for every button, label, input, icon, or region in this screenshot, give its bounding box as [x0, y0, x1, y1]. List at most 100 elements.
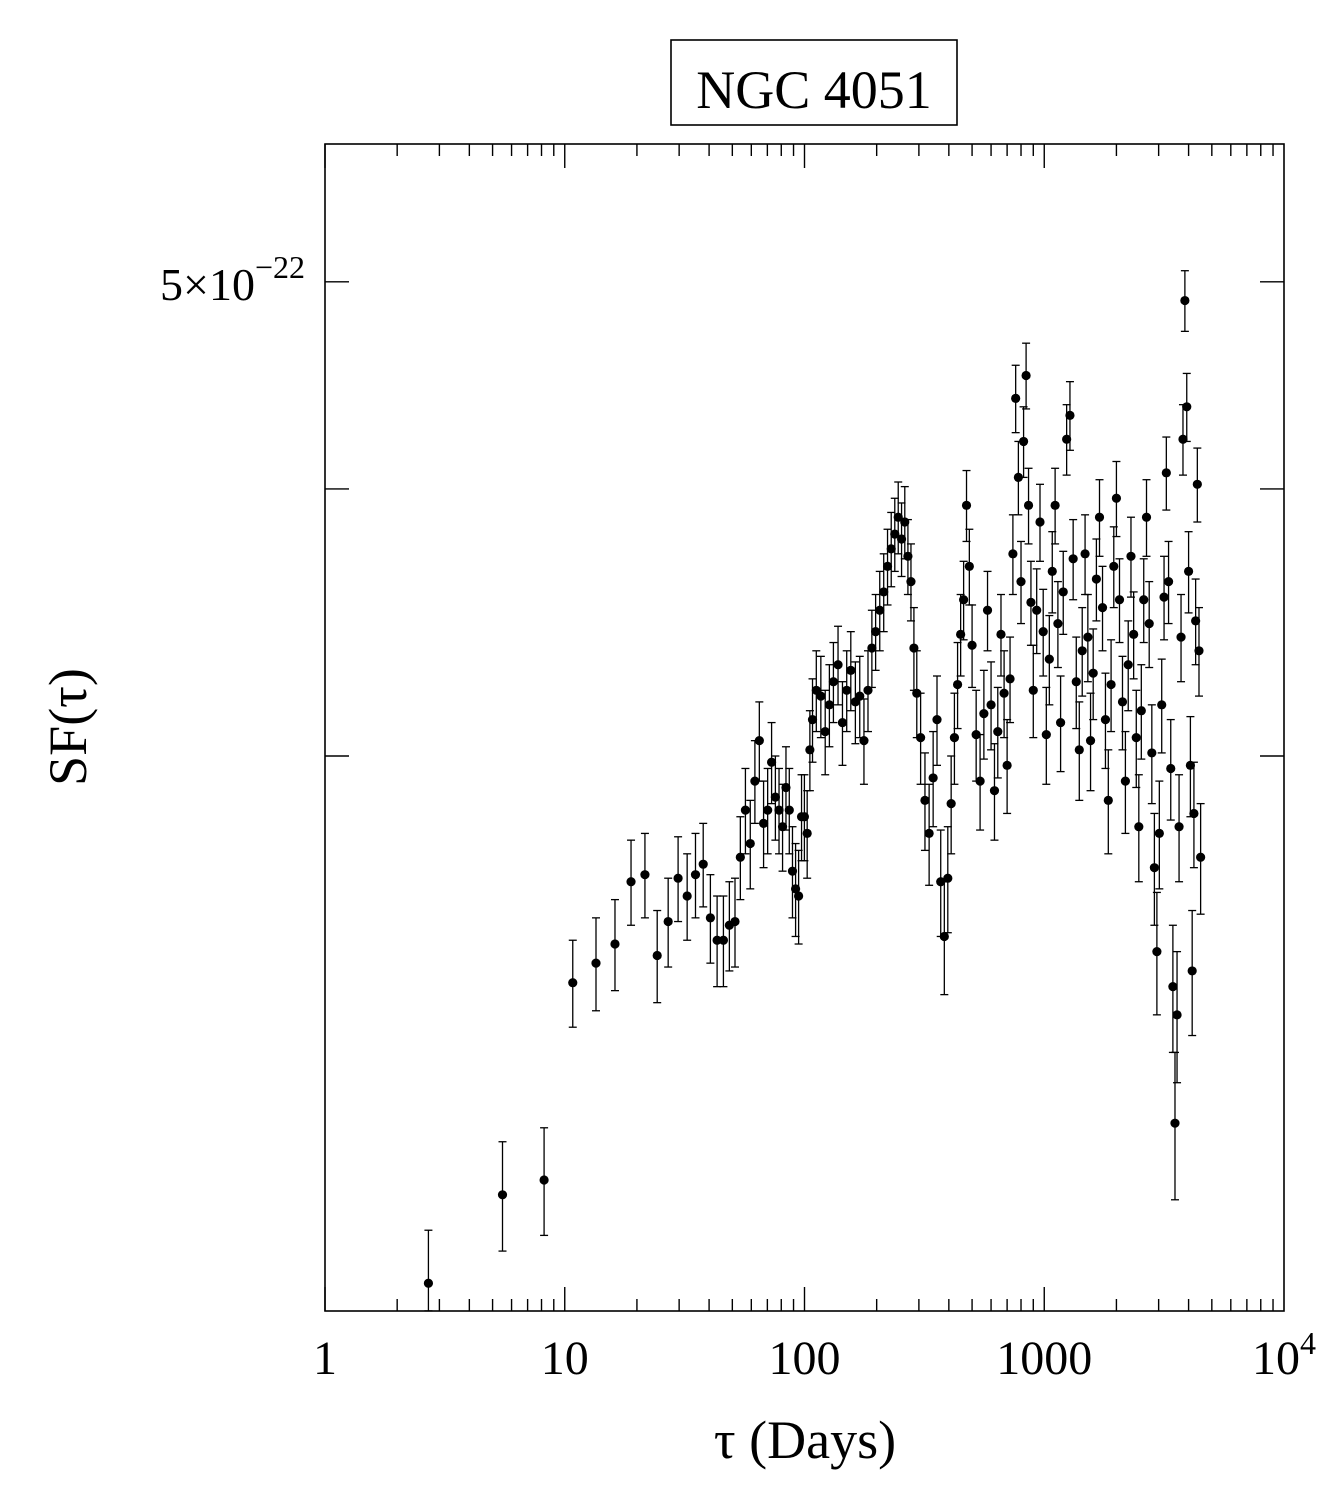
data-point — [790, 842, 801, 938]
point-marker — [787, 866, 798, 876]
data-point — [766, 721, 777, 805]
point-marker — [1018, 436, 1029, 447]
data-point — [698, 822, 708, 908]
point-marker — [1129, 629, 1139, 639]
point-marker — [952, 679, 963, 690]
data-points — [423, 270, 1206, 1312]
data-point — [1016, 540, 1026, 625]
data-point — [1189, 761, 1199, 869]
data-point — [833, 625, 843, 706]
point-marker — [1139, 595, 1149, 605]
data-point — [1183, 531, 1194, 614]
point-marker — [1109, 561, 1119, 571]
point-marker — [1174, 822, 1184, 832]
point-marker — [1077, 646, 1087, 656]
data-point — [1192, 447, 1202, 523]
point-marker — [824, 700, 834, 710]
data-point — [842, 650, 852, 733]
data-point — [824, 664, 834, 748]
point-marker — [959, 595, 969, 605]
data-point — [1159, 555, 1169, 641]
data-point — [1149, 812, 1159, 926]
data-point — [1091, 538, 1101, 622]
point-marker — [875, 605, 885, 615]
data-point — [735, 816, 745, 901]
point-marker — [794, 891, 804, 901]
point-marker — [1147, 748, 1157, 758]
data-point — [673, 836, 683, 923]
point-marker — [871, 627, 881, 637]
point-marker — [1123, 660, 1133, 670]
data-point — [1174, 774, 1184, 883]
x-axis-label: τ (Days) — [714, 1410, 896, 1470]
data-point — [943, 826, 953, 934]
data-point — [1126, 516, 1136, 598]
point-marker — [1083, 632, 1093, 642]
data-point — [781, 746, 791, 831]
point-marker — [807, 714, 818, 725]
data-point — [1157, 658, 1167, 754]
point-marker — [423, 1278, 434, 1288]
point-marker — [690, 870, 701, 880]
data-point — [626, 839, 636, 926]
point-marker — [1055, 717, 1066, 728]
data-point — [1094, 479, 1105, 557]
data-point — [982, 570, 993, 652]
point-marker — [986, 700, 996, 710]
data-point — [1038, 588, 1048, 677]
point-marker — [770, 792, 780, 802]
point-marker — [802, 828, 812, 839]
point-marker — [1106, 679, 1116, 690]
point-marker — [1161, 468, 1171, 478]
data-point — [1106, 639, 1116, 733]
point-marker — [975, 776, 985, 786]
data-point — [946, 755, 956, 855]
point-marker — [1094, 512, 1105, 522]
point-marker — [1058, 587, 1068, 597]
data-point — [758, 780, 769, 869]
point-marker — [1053, 618, 1063, 629]
point-marker — [790, 884, 801, 894]
data-point — [1147, 704, 1157, 805]
point-marker — [740, 805, 751, 815]
tick-labels: 1 10 100 1000 104 5×10−22 — [160, 249, 1316, 1385]
point-marker — [1038, 627, 1048, 637]
data-point — [1065, 381, 1075, 451]
point-marker — [1011, 393, 1021, 403]
point-marker — [497, 1190, 508, 1200]
data-point — [1103, 749, 1113, 855]
data-point — [1023, 467, 1034, 545]
x-tick-label: 10 — [541, 1332, 589, 1385]
axis-ticks — [324, 144, 1284, 1311]
point-marker — [1088, 668, 1098, 678]
point-marker — [698, 859, 708, 869]
data-point — [1161, 436, 1171, 511]
point-marker — [1154, 828, 1164, 839]
data-point — [787, 826, 798, 919]
point-marker — [705, 913, 715, 923]
point-marker — [745, 838, 755, 849]
data-point — [1182, 372, 1192, 443]
point-marker — [1008, 549, 1018, 559]
point-marker — [996, 629, 1006, 639]
point-marker — [1021, 370, 1031, 381]
point-marker — [993, 726, 1003, 737]
data-point — [497, 1141, 508, 1252]
data-point — [1085, 692, 1096, 792]
data-point — [916, 692, 926, 785]
point-marker — [1182, 402, 1192, 412]
data-point — [774, 767, 784, 855]
point-marker — [730, 916, 740, 927]
point-marker — [1157, 700, 1167, 710]
data-point — [1114, 558, 1125, 644]
data-point — [975, 733, 985, 831]
data-point — [1139, 558, 1149, 644]
data-point — [932, 675, 942, 766]
data-point — [1136, 664, 1146, 760]
data-point — [794, 849, 804, 945]
data-point — [1028, 644, 1038, 739]
point-marker — [784, 805, 794, 815]
data-point — [816, 655, 826, 739]
data-point — [1120, 730, 1130, 835]
